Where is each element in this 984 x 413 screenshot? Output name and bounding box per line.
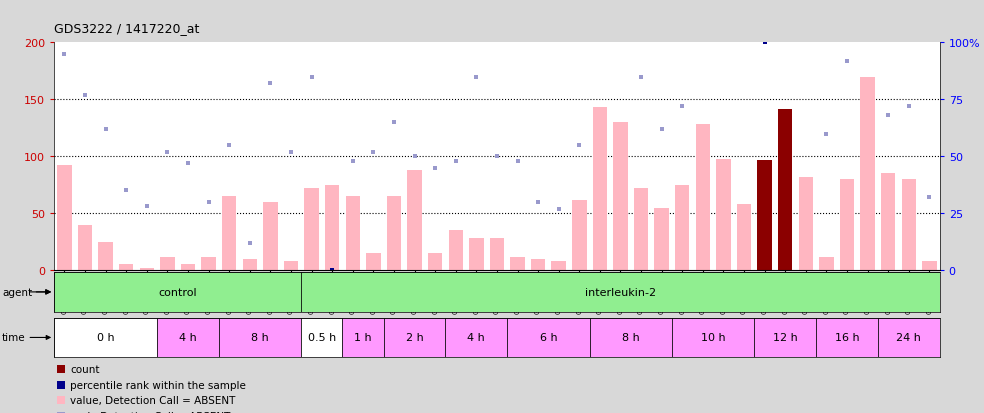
Text: 8 h: 8 h — [251, 332, 269, 343]
Text: agent: agent — [2, 287, 32, 297]
Bar — [551, 261, 566, 271]
Bar — [816, 318, 878, 357]
Text: rank, Detection Call = ABSENT: rank, Detection Call = ABSENT — [70, 411, 230, 413]
Bar — [490, 239, 504, 271]
Bar — [778, 109, 792, 271]
Text: 4 h: 4 h — [179, 332, 197, 343]
Bar — [304, 189, 319, 271]
Bar — [119, 265, 134, 271]
Bar — [366, 254, 381, 271]
Bar — [696, 125, 710, 271]
Text: count: count — [70, 364, 99, 374]
Bar — [98, 242, 113, 271]
Text: control: control — [158, 287, 197, 297]
Text: interleukin-2: interleukin-2 — [584, 287, 656, 297]
Bar — [325, 185, 339, 271]
Bar — [613, 123, 628, 271]
Bar — [716, 159, 731, 271]
Bar — [160, 257, 174, 271]
Bar — [387, 197, 401, 271]
Bar — [202, 257, 215, 271]
Bar — [511, 257, 524, 271]
Text: percentile rank within the sample: percentile rank within the sample — [70, 380, 246, 389]
Text: 24 h: 24 h — [896, 332, 921, 343]
Bar — [407, 171, 422, 271]
Bar — [820, 257, 833, 271]
Bar — [301, 273, 940, 312]
Bar — [78, 225, 92, 271]
Bar — [531, 259, 545, 271]
Bar — [263, 202, 277, 271]
Bar — [342, 318, 384, 357]
Text: time: time — [2, 332, 26, 343]
Bar — [675, 185, 690, 271]
Bar — [839, 180, 854, 271]
Bar — [157, 318, 218, 357]
Bar — [901, 180, 916, 271]
Bar — [755, 318, 816, 357]
Bar — [672, 318, 755, 357]
Bar — [345, 197, 360, 271]
Bar — [222, 197, 236, 271]
Bar — [54, 318, 157, 357]
Bar — [737, 205, 751, 271]
Text: 1 h: 1 h — [354, 332, 372, 343]
Bar — [384, 318, 446, 357]
Bar — [243, 259, 257, 271]
Text: value, Detection Call = ABSENT: value, Detection Call = ABSENT — [70, 395, 235, 405]
Bar — [181, 265, 195, 271]
Text: 4 h: 4 h — [467, 332, 485, 343]
Bar — [881, 174, 895, 271]
Bar — [469, 239, 483, 271]
Text: 0 h: 0 h — [96, 332, 114, 343]
Bar — [57, 166, 72, 271]
Bar — [446, 318, 507, 357]
Text: 12 h: 12 h — [772, 332, 798, 343]
Bar — [878, 318, 940, 357]
Bar — [140, 268, 154, 271]
Text: GDS3222 / 1417220_at: GDS3222 / 1417220_at — [54, 22, 200, 35]
Text: 0.5 h: 0.5 h — [308, 332, 336, 343]
Bar — [860, 77, 875, 271]
Bar — [572, 200, 586, 271]
Bar — [54, 273, 301, 312]
Bar — [634, 189, 648, 271]
Text: 2 h: 2 h — [405, 332, 423, 343]
Bar — [507, 318, 589, 357]
Text: 6 h: 6 h — [539, 332, 557, 343]
Text: 16 h: 16 h — [834, 332, 859, 343]
Text: 8 h: 8 h — [622, 332, 640, 343]
Bar — [283, 261, 298, 271]
Bar — [592, 108, 607, 271]
Bar — [799, 178, 813, 271]
Bar — [218, 318, 301, 357]
Bar — [758, 160, 771, 271]
Bar — [922, 261, 937, 271]
Bar — [428, 254, 443, 271]
Bar — [449, 231, 462, 271]
Bar — [654, 208, 669, 271]
Bar — [589, 318, 672, 357]
Text: 10 h: 10 h — [701, 332, 725, 343]
Bar — [301, 318, 342, 357]
